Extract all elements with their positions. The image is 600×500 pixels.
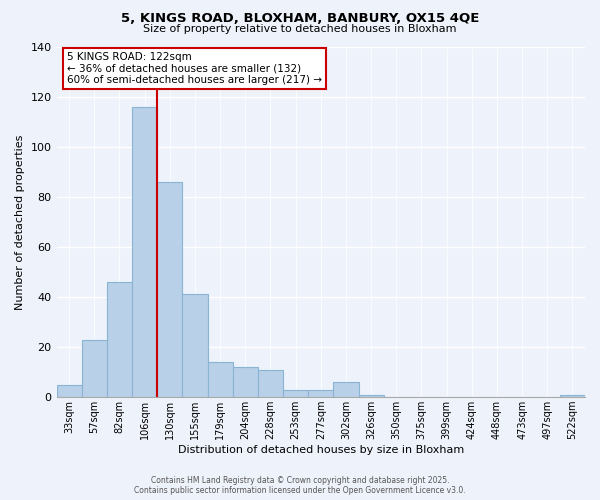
Y-axis label: Number of detached properties: Number of detached properties — [15, 134, 25, 310]
Text: Contains HM Land Registry data © Crown copyright and database right 2025.
Contai: Contains HM Land Registry data © Crown c… — [134, 476, 466, 495]
Bar — [157, 182, 182, 397]
Bar — [258, 370, 283, 397]
Bar — [560, 394, 585, 397]
Bar — [233, 367, 258, 397]
Text: Size of property relative to detached houses in Bloxham: Size of property relative to detached ho… — [143, 24, 457, 34]
Bar — [334, 382, 359, 397]
X-axis label: Distribution of detached houses by size in Bloxham: Distribution of detached houses by size … — [178, 445, 464, 455]
Bar — [359, 394, 383, 397]
Bar — [208, 362, 233, 397]
Bar — [56, 384, 82, 397]
Bar — [132, 106, 157, 397]
Bar — [82, 340, 107, 397]
Bar — [308, 390, 334, 397]
Text: 5, KINGS ROAD, BLOXHAM, BANBURY, OX15 4QE: 5, KINGS ROAD, BLOXHAM, BANBURY, OX15 4Q… — [121, 12, 479, 26]
Text: 5 KINGS ROAD: 122sqm
← 36% of detached houses are smaller (132)
60% of semi-deta: 5 KINGS ROAD: 122sqm ← 36% of detached h… — [67, 52, 322, 85]
Bar — [107, 282, 132, 397]
Bar — [283, 390, 308, 397]
Bar — [182, 294, 208, 397]
